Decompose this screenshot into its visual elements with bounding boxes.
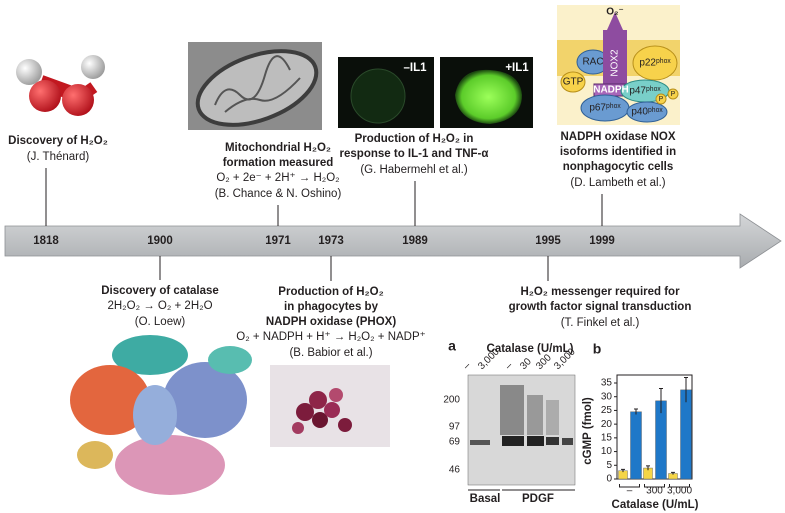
y-tick-label: 30 [601,391,613,402]
group-label: PDGF [522,493,554,505]
error-bar [621,468,625,473]
lane-label: – [461,360,473,372]
event-heading: NADPH oxidase NOX [560,131,675,143]
panel-label: a [448,338,456,354]
event-heading: Mitochondrial H₂O₂ [225,142,331,154]
nox-label: P [671,91,676,98]
panel-label: b [593,341,602,357]
year-label: 1971 [265,235,291,247]
group-bracket [619,484,640,488]
lane-label: – [503,360,515,372]
h2o2-molecule [16,55,105,116]
error-bar [646,465,650,471]
event-heading: NADPH oxidase (PHOX) [266,316,397,328]
event-heading: in phagocytes by [284,301,379,313]
event-heading: Production of H₂O₂ in [355,133,474,145]
event-credit: (J. Thénard) [27,151,90,163]
nox-label: p47ᵖʰᵒˣ [629,86,661,97]
event-heading: formation measured [223,157,334,169]
nox-diagram [557,5,680,125]
group-bracket [669,484,690,488]
nox-label: P [659,96,664,103]
bar [630,411,642,480]
lane-label: 300 [534,352,554,372]
error-bar [684,377,688,403]
year-label: 1995 [535,235,561,247]
panel-title: Catalase (U/mL) [487,343,574,355]
event-heading: Production of H₂O₂ [278,286,383,298]
y-tick-label: 35 [601,378,613,389]
size-marker: 69 [449,437,461,448]
group-bracket [644,484,665,488]
catalase-structure [70,335,252,495]
y-axis-label: cGMP (fmol) [582,397,594,465]
year-label: 1973 [318,235,344,247]
nox-label: GTP [563,77,584,88]
y-tick-label: 20 [601,419,613,430]
event-credit: (B. Chance & N. Oshino) [215,188,342,200]
y-tick-label: 0 [606,474,612,485]
x-tick-label: – [627,486,633,497]
event-equation: O₂ + 2e⁻ + 2H⁺ → H₂O₂ [216,172,339,184]
error-bar [671,471,675,475]
event-credit: (G. Habermehl et al.) [360,164,468,176]
event-equation: O₂ + NADPH + H⁺ → H₂O₂ + NADP⁺ [236,331,425,343]
error-bar [659,387,663,414]
x-tick-label: 3,000 [667,486,692,497]
y-tick-label: 5 [606,460,612,471]
year-label: 1999 [589,235,615,247]
event-equation: 2H₂O₂ → O₂ + 2H₂O [107,300,212,312]
il1-images [338,57,533,128]
size-marker: 200 [443,395,460,406]
nox-label: RAC [582,57,603,68]
timeline-arrow [4,213,782,269]
event-heading: growth factor signal transduction [509,301,692,313]
nox-label: p22ᵖʰᵒˣ [639,58,671,69]
event-credit: (T. Finkel et al.) [561,317,640,329]
event-heading: isoforms identified in [560,146,676,158]
event-heading: H₂O₂ messenger required for [520,286,680,298]
image-label: –IL1 [403,62,427,74]
event-credit: (B. Babior et al.) [289,347,372,359]
plot-frame [616,374,693,480]
y-tick-label: 10 [601,446,613,457]
phagocyte-image [270,365,390,447]
year-label: 1818 [33,235,59,247]
y-tick-label: 25 [601,405,613,416]
event-heading: Discovery of H₂O₂ [8,135,108,147]
x-tick-label: 300 [646,486,663,497]
year-label: 1989 [402,235,428,247]
y-tick-label: 15 [601,432,613,443]
size-marker: 97 [449,422,461,433]
event-heading: Discovery of catalase [101,285,219,297]
year-label: 1900 [147,235,173,247]
lane-label: 30 [518,356,534,372]
size-marker: 46 [449,465,461,476]
nox-label: NOX2 [610,49,621,77]
nox-label: p67ᵖʰᵒˣ [589,103,621,114]
nox-label: O₂⁻ [606,7,624,18]
western-blot [467,374,576,491]
bar [680,389,692,480]
image-label: +IL1 [505,62,529,74]
event-credit: (O. Loew) [135,316,186,328]
event-heading: nonphagocytic cells [563,161,674,173]
event-credit: (D. Lambeth et al.) [570,177,665,189]
event-heading: response to IL-1 and TNF-α [340,148,489,160]
nox-label: NADPH [593,85,629,96]
group-label: Basal [470,493,501,505]
error-bar [634,408,638,415]
nox-label: p40ᵖʰᵒˣ [631,107,663,118]
mitochondria-image [188,42,322,130]
x-axis-label: Catalase (U/mL) [612,499,699,511]
